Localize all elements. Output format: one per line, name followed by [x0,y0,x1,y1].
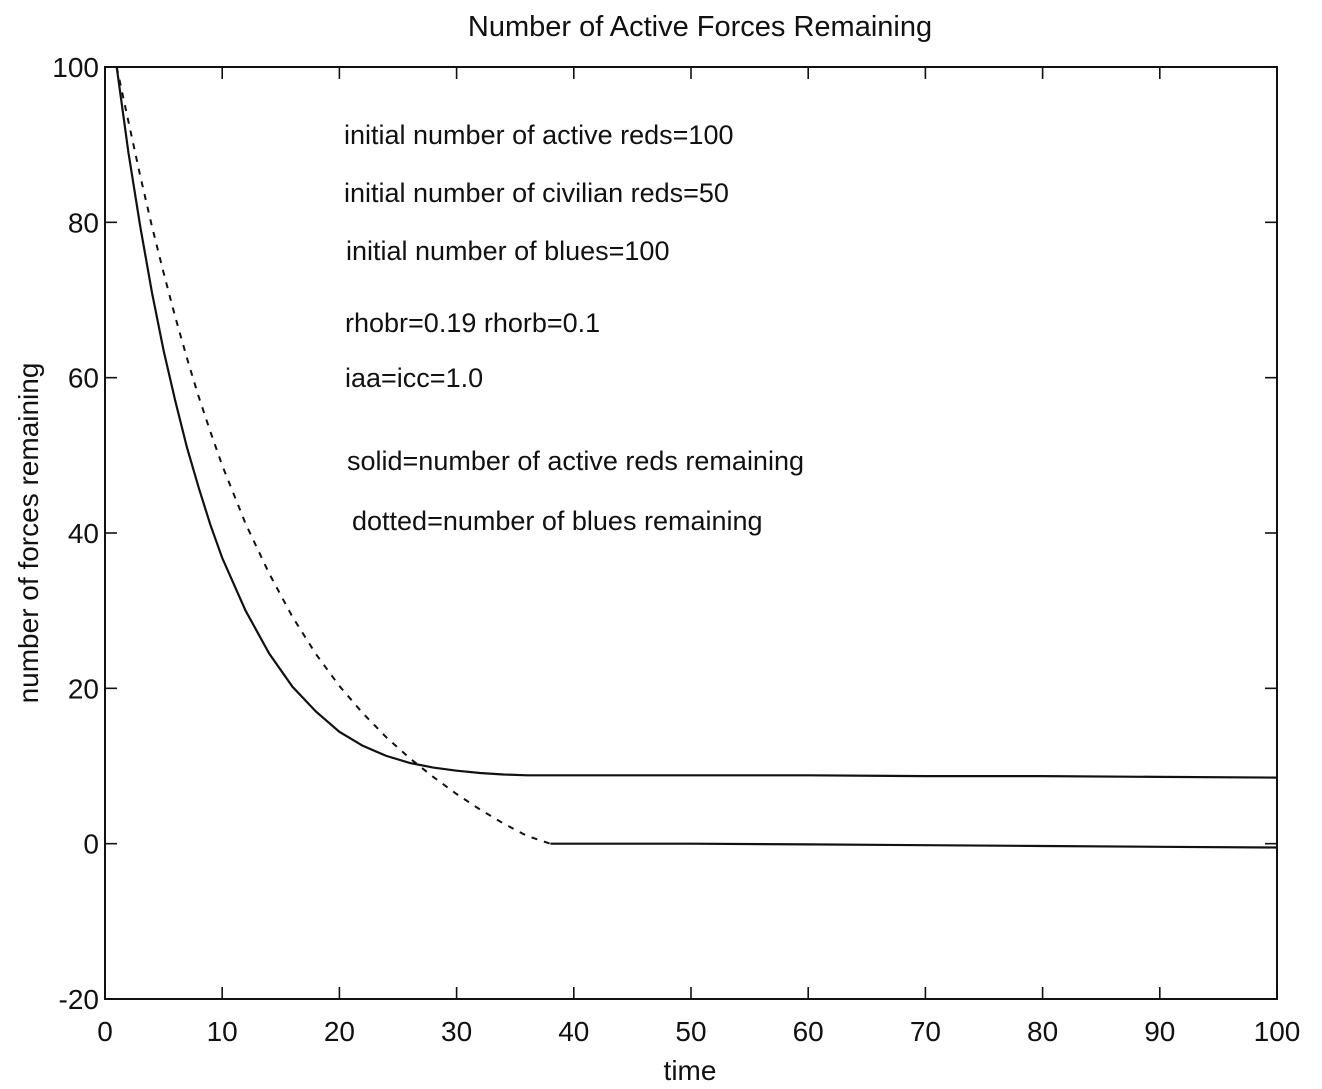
x-axis-label: time [664,1055,717,1086]
y-tick-label: 40 [68,518,99,549]
x-tick-label: 20 [324,1016,355,1047]
y-tick-label: 60 [68,363,99,394]
series-group [115,66,1278,849]
x-tick-label: 10 [207,1016,238,1047]
x-axis-ticks: 0 10 20 30 40 50 60 70 80 90 100 [97,67,1300,1047]
annotation-initial-civilian-reds: initial number of civilian reds=50 [344,178,729,208]
x-tick-label: 100 [1254,1016,1301,1047]
x-tick-label: 40 [558,1016,589,1047]
x-tick-label: 60 [793,1016,824,1047]
y-tick-label: 20 [68,673,99,704]
annotation-block: initial number of active reds=100 initia… [344,120,804,536]
annotation-iaa-icc: iaa=icc=1.0 [345,363,483,393]
chart-title: Number of Active Forces Remaining [468,11,932,43]
y-tick-label: 0 [83,829,99,860]
annotation-initial-blues: initial number of blues=100 [346,236,669,266]
series-line-solid-0 [115,66,1278,779]
x-tick-label: 50 [675,1016,706,1047]
x-tick-label: 30 [441,1016,472,1047]
y-tick-label: 100 [52,52,99,83]
y-tick-label: -20 [59,984,99,1015]
y-axis-label: number of forces remaining [13,363,44,704]
annotation-initial-active-reds: initial number of active reds=100 [344,120,733,150]
annotation-rho-values: rhobr=0.19 rhorb=0.1 [345,308,600,338]
annotation-solid-legend: solid=number of active reds remaining [347,446,804,476]
y-tick-label: 80 [68,207,99,238]
x-tick-label: 0 [97,1016,113,1047]
x-tick-label: 70 [910,1016,941,1047]
series-line-solid-2 [550,842,1278,849]
y-axis-ticks: -20 0 20 40 60 80 100 [52,52,1277,1015]
x-tick-label: 90 [1144,1016,1175,1047]
x-tick-label: 80 [1027,1016,1058,1047]
annotation-dotted-legend: dotted=number of blues remaining [352,506,763,536]
